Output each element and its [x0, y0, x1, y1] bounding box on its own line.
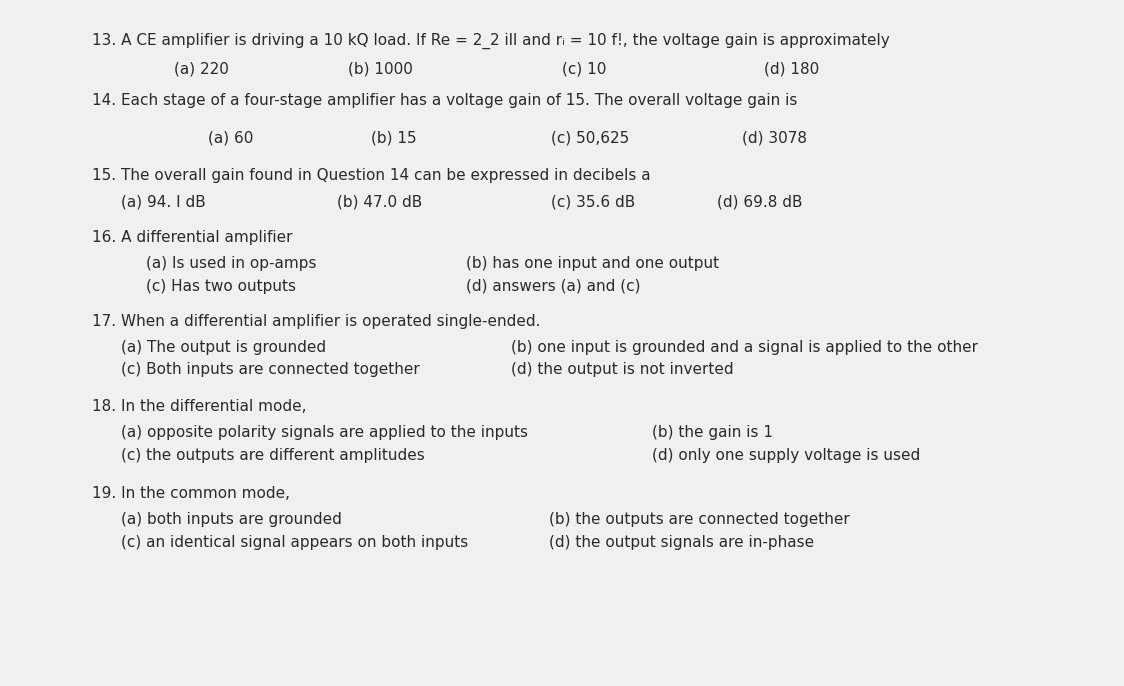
- Text: (a) 60: (a) 60: [208, 130, 253, 145]
- Text: 13. A CE amplifier is driving a 10 kQ load. If Re = 2_2 ill and rᵢ = 10 f!, the : 13. A CE amplifier is driving a 10 kQ lo…: [92, 33, 890, 49]
- Text: (a) 220: (a) 220: [174, 62, 229, 77]
- Text: (b) the gain is 1: (b) the gain is 1: [652, 425, 773, 440]
- Text: (c) Both inputs are connected together: (c) Both inputs are connected together: [121, 362, 420, 377]
- Text: (a) opposite polarity signals are applied to the inputs: (a) opposite polarity signals are applie…: [121, 425, 528, 440]
- Text: 17. When a differential amplifier is operated single-ended.: 17. When a differential amplifier is ope…: [92, 314, 541, 329]
- Text: 19. In the common mode,: 19. In the common mode,: [92, 486, 290, 501]
- Text: (d) 69.8 dB: (d) 69.8 dB: [717, 195, 803, 210]
- Text: (c) 10: (c) 10: [562, 62, 606, 77]
- Text: (c) Has two outputs: (c) Has two outputs: [146, 279, 296, 294]
- Text: (b) 15: (b) 15: [371, 130, 417, 145]
- Text: (c) 35.6 dB: (c) 35.6 dB: [551, 195, 635, 210]
- Text: 18. In the differential mode,: 18. In the differential mode,: [92, 399, 307, 414]
- Text: 14. Each stage of a four-stage amplifier has a voltage gain of 15. The overall v: 14. Each stage of a four-stage amplifier…: [92, 93, 798, 108]
- Text: (a) Is used in op-amps: (a) Is used in op-amps: [146, 256, 317, 271]
- Text: (d) answers (a) and (c): (d) answers (a) and (c): [466, 279, 641, 294]
- Text: (d) 180: (d) 180: [764, 62, 819, 77]
- Text: (b) one input is grounded and a signal is applied to the other: (b) one input is grounded and a signal i…: [511, 340, 978, 355]
- Text: (c) the outputs are different amplitudes: (c) the outputs are different amplitudes: [121, 448, 425, 463]
- Text: (c) an identical signal appears on both inputs: (c) an identical signal appears on both …: [121, 535, 469, 550]
- Text: (b) has one input and one output: (b) has one input and one output: [466, 256, 719, 271]
- Text: (a) The output is grounded: (a) The output is grounded: [121, 340, 326, 355]
- Text: 16. A differential amplifier: 16. A differential amplifier: [92, 230, 292, 245]
- Text: (c) 50,625: (c) 50,625: [551, 130, 629, 145]
- Text: (b) 1000: (b) 1000: [348, 62, 414, 77]
- Text: (b) the outputs are connected together: (b) the outputs are connected together: [549, 512, 850, 528]
- Text: 15. The overall gain found in Question 14 can be expressed in decibels a: 15. The overall gain found in Question 1…: [92, 168, 651, 183]
- Text: (a) both inputs are grounded: (a) both inputs are grounded: [121, 512, 343, 528]
- Text: (b) 47.0 dB: (b) 47.0 dB: [337, 195, 423, 210]
- Text: (d) the output is not inverted: (d) the output is not inverted: [511, 362, 734, 377]
- Text: (a) 94. I dB: (a) 94. I dB: [121, 195, 206, 210]
- Text: (d) 3078: (d) 3078: [742, 130, 807, 145]
- Text: (d) the output signals are in-phase: (d) the output signals are in-phase: [549, 535, 814, 550]
- Text: (d) only one supply voltage is used: (d) only one supply voltage is used: [652, 448, 921, 463]
